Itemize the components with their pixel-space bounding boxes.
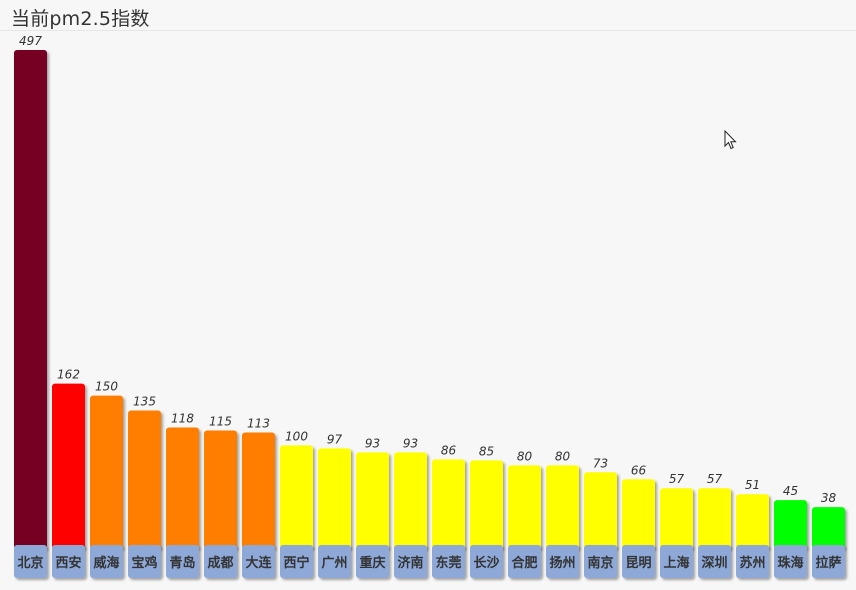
- category-label-bg: [774, 545, 807, 578]
- data-label: 150: [95, 380, 118, 394]
- category-label: 大连: [245, 555, 272, 571]
- bar-重庆[interactable]: [356, 452, 389, 549]
- category-label-bg: [204, 545, 237, 578]
- data-label: 100: [285, 429, 308, 443]
- category-label: 苏州: [739, 555, 765, 571]
- data-label: 115: [209, 414, 232, 428]
- data-label: 497: [19, 34, 42, 48]
- data-label: 51: [745, 478, 760, 492]
- data-label: 93: [403, 436, 418, 450]
- data-label: 66: [631, 463, 647, 477]
- bar-宝鸡[interactable]: [128, 410, 161, 549]
- bar-成都[interactable]: [204, 430, 237, 549]
- data-label: 86: [441, 443, 457, 457]
- data-label: 73: [593, 456, 608, 470]
- category-label-bg: [166, 545, 199, 578]
- category-label: 西宁: [283, 555, 309, 571]
- category-label-bg: [128, 545, 161, 578]
- category-label-bg: [736, 545, 769, 578]
- category-label-bg: [812, 545, 845, 578]
- category-label: 济南: [397, 555, 423, 571]
- category-label: 宝鸡: [131, 555, 157, 571]
- category-label-bg: [52, 545, 85, 578]
- data-label: 85: [479, 444, 494, 458]
- bar-青岛[interactable]: [166, 427, 199, 549]
- data-label: 135: [133, 395, 156, 409]
- category-label: 北京: [17, 555, 43, 571]
- category-label-bg: [280, 545, 313, 578]
- category-label: 威海: [93, 555, 119, 571]
- category-label-bg: [508, 545, 541, 578]
- bar-西安[interactable]: [52, 383, 85, 549]
- category-label: 成都: [207, 555, 233, 571]
- category-label: 上海: [663, 555, 689, 571]
- bar-大连[interactable]: [242, 432, 275, 549]
- bar-济南[interactable]: [394, 452, 427, 549]
- category-label-bg: [698, 545, 731, 578]
- bar-北京[interactable]: [14, 49, 47, 549]
- category-label: 扬州: [549, 555, 575, 571]
- data-label: 93: [365, 436, 380, 450]
- category-label: 西安: [55, 555, 81, 571]
- bar-扬州[interactable]: [546, 465, 579, 549]
- data-label: 45: [783, 484, 798, 498]
- bar-珠海[interactable]: [774, 500, 807, 549]
- data-label: 97: [327, 432, 343, 446]
- data-label: 162: [57, 368, 80, 382]
- category-label-bg: [356, 545, 389, 578]
- bar-拉萨[interactable]: [812, 507, 845, 549]
- category-label-bg: [318, 545, 351, 578]
- data-label: 80: [555, 449, 571, 463]
- bar-长沙[interactable]: [470, 460, 503, 549]
- category-label: 拉萨: [815, 555, 841, 571]
- data-label: 113: [247, 416, 270, 430]
- category-label-bg: [470, 545, 503, 578]
- category-label-bg: [90, 545, 123, 578]
- category-label-bg: [432, 545, 465, 578]
- bar-西宁[interactable]: [280, 445, 313, 549]
- category-label-bg: [14, 545, 47, 578]
- category-label: 长沙: [473, 555, 499, 571]
- bar-东莞[interactable]: [432, 459, 465, 549]
- category-label-bg: [660, 545, 693, 578]
- data-label: 57: [707, 472, 723, 486]
- bar-南京[interactable]: [584, 472, 617, 549]
- category-label: 珠海: [777, 555, 803, 571]
- bar-苏州[interactable]: [736, 494, 769, 549]
- bar-广州[interactable]: [318, 448, 351, 549]
- category-label: 深圳: [701, 555, 727, 571]
- category-label-bg: [546, 545, 579, 578]
- category-label: 南京: [587, 555, 613, 571]
- data-label: 38: [821, 491, 837, 505]
- category-label: 广州: [321, 555, 347, 571]
- category-label-bg: [584, 545, 617, 578]
- title-bar: 当前pm2.5指数: [0, 0, 856, 31]
- category-label: 合肥: [511, 555, 537, 571]
- chart-title: 当前pm2.5指数: [11, 8, 150, 30]
- category-label-bg: [242, 545, 275, 578]
- bar-威海[interactable]: [90, 395, 123, 549]
- mouse-pointer-icon: [724, 130, 737, 150]
- category-label: 青岛: [169, 555, 195, 571]
- bar-合肥[interactable]: [508, 465, 541, 549]
- data-label: 80: [517, 449, 533, 463]
- bar-深圳[interactable]: [698, 488, 731, 549]
- category-label-bg: [394, 545, 427, 578]
- category-label: 昆明: [625, 555, 651, 571]
- category-label-bg: [622, 545, 655, 578]
- bar-昆明[interactable]: [622, 479, 655, 549]
- category-label: 重庆: [359, 555, 385, 571]
- data-label: 57: [669, 472, 685, 486]
- data-label: 118: [171, 411, 194, 425]
- bar-上海[interactable]: [660, 488, 693, 549]
- category-label: 东莞: [435, 555, 461, 571]
